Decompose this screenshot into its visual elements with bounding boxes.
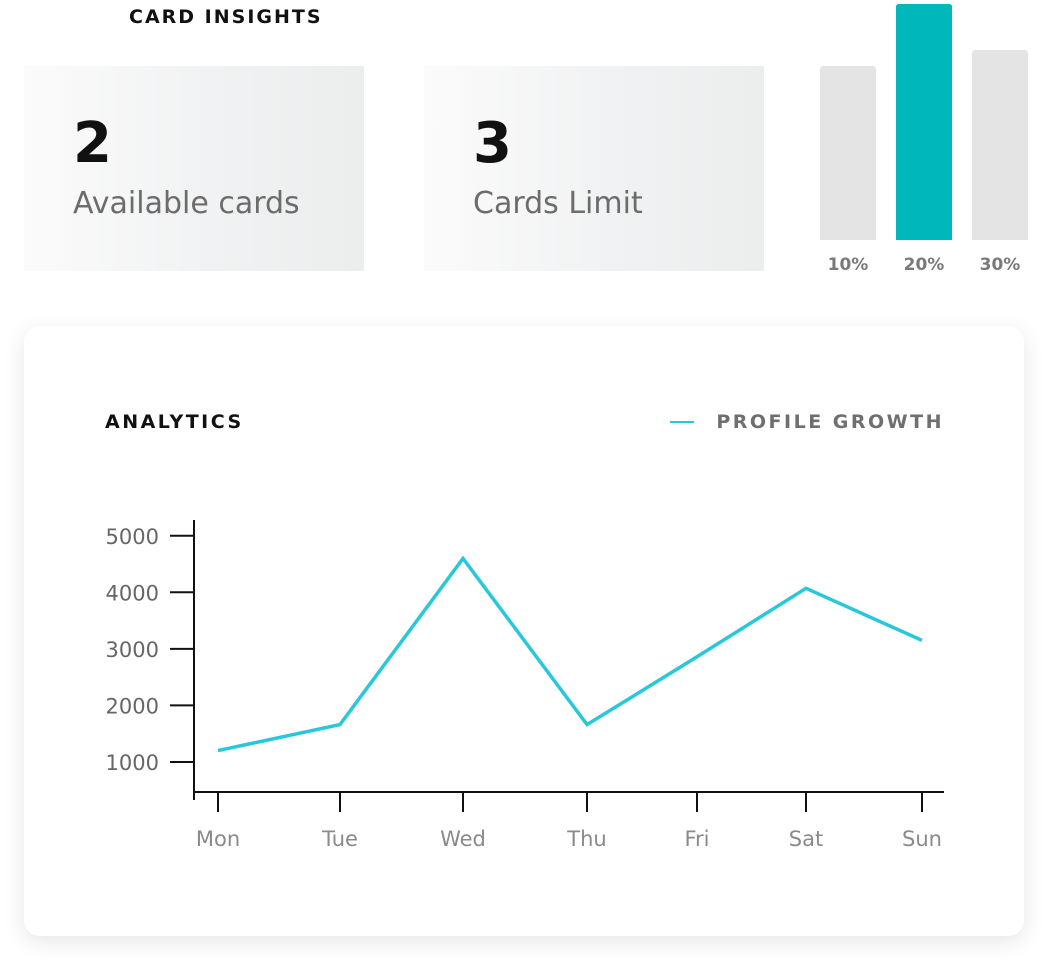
mini-bar-chart: 10% 20% 30% [820,4,1028,275]
bar-20-percent [896,4,952,240]
available-cards-value: 2 [73,111,112,176]
analytics-panel: ANALYTICS PROFILE GROWTH [24,326,1024,936]
bar-30-percent [972,50,1028,240]
bar-label: 10% [828,255,869,275]
cards-limit-card: 3 Cards Limit [424,66,764,271]
cards-limit-value: 3 [473,111,512,176]
bar-label: 30% [980,255,1021,275]
analytics-title: ANALYTICS [105,411,244,433]
legend-line-swatch [670,421,695,423]
available-cards-label: Available cards [73,186,300,221]
cards-limit-label: Cards Limit [473,186,643,221]
available-cards-card: 2 Available cards [24,66,364,271]
bar-label: 20% [904,255,945,275]
card-insights-title: CARD INSIGHTS [129,6,323,28]
chart-legend: PROFILE GROWTH [670,411,944,433]
bar-10-percent [820,66,876,240]
legend-label: PROFILE GROWTH [716,411,944,433]
